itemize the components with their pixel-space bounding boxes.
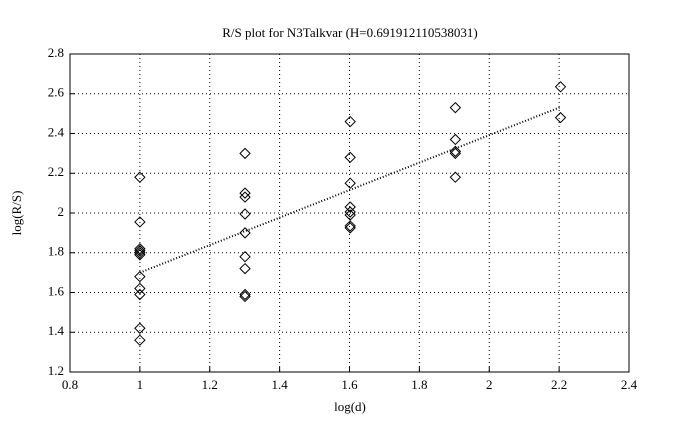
point [134, 245, 146, 257]
point [344, 177, 356, 189]
y-tick-label: 2.8 [48, 45, 64, 60]
x-tick-label: 1.2 [202, 377, 218, 392]
point [239, 187, 251, 199]
point [239, 262, 251, 275]
fit-line [139, 106, 561, 274]
point [554, 81, 567, 93]
point [344, 151, 356, 164]
point [239, 290, 251, 303]
y-tick-label: 2.4 [48, 124, 65, 139]
point [134, 249, 146, 261]
y-tick-label: 1.4 [48, 323, 65, 338]
point [239, 227, 251, 239]
point [344, 201, 356, 213]
point [134, 243, 146, 255]
point [239, 288, 251, 301]
point [449, 133, 462, 146]
point [344, 222, 356, 234]
y-tick-label: 1.8 [48, 244, 64, 259]
x-tick-label: 1.8 [411, 377, 427, 392]
point [239, 251, 251, 263]
x-tick-label: 1.6 [341, 377, 358, 392]
x-tick-label: 1.4 [272, 377, 289, 392]
point [239, 147, 251, 160]
point [134, 216, 146, 228]
point [344, 206, 356, 218]
x-tick-label: 2.2 [551, 377, 567, 392]
x-tick-label: 1 [137, 377, 144, 392]
x-tick-label: 2.4 [621, 377, 638, 392]
y-tick-label: 2.2 [48, 164, 64, 179]
point [239, 208, 251, 220]
y-tick-label: 2.6 [48, 85, 65, 100]
point [449, 145, 462, 158]
point [344, 209, 356, 221]
x-tick-label: 2 [486, 377, 493, 392]
point [134, 270, 146, 283]
point [344, 115, 356, 128]
point [134, 334, 146, 346]
point [449, 147, 462, 160]
point [449, 171, 462, 183]
point [134, 322, 146, 334]
x-tick-label: 0.8 [62, 377, 78, 392]
point [134, 171, 146, 183]
point [134, 247, 146, 259]
point [449, 101, 462, 114]
y-tick-label: 1.6 [48, 283, 65, 298]
point [134, 288, 146, 301]
chart-title: R/S plot for N3Talkvar (H=0.691912110538… [222, 25, 477, 40]
y-axis-label: log(R/S) [9, 191, 24, 236]
plot-frame [69, 53, 630, 373]
y-tick-label: 2 [58, 204, 65, 219]
point [344, 220, 356, 232]
point [239, 191, 251, 203]
point [554, 111, 567, 124]
x-axis-label: log(d) [334, 399, 366, 414]
point [134, 282, 146, 295]
y-tick-label: 1.2 [48, 363, 64, 378]
